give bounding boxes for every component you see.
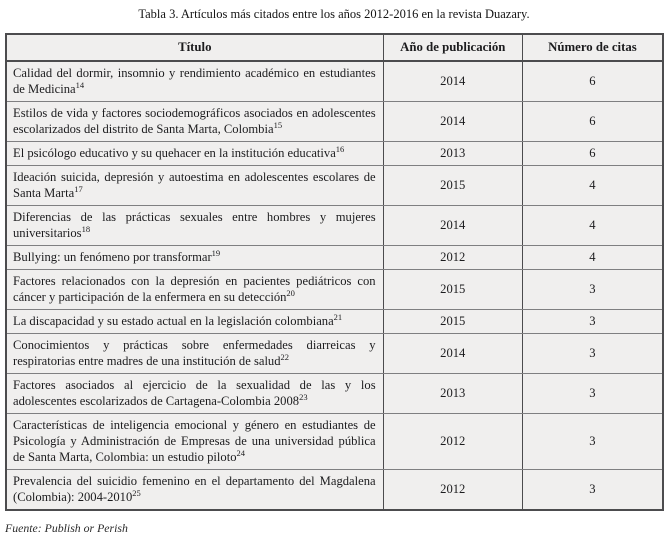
table-caption: Tabla 3. Artículos más citados entre los…: [138, 7, 530, 21]
table-row: Bullying: un fenómeno por transformar19 2…: [5, 245, 664, 270]
publication-year: 2015: [382, 165, 523, 206]
table-header-row: Título Año de publicación Número de cita…: [5, 34, 664, 62]
article-title: Prevalencia del suicidio femenino en el …: [5, 469, 384, 511]
article-title: Calidad del dormir, insomnio y rendimien…: [5, 60, 384, 102]
article-title: La discapacidad y su estado actual en la…: [5, 309, 384, 334]
citation-count: 3: [521, 333, 664, 374]
reference-superscript: 24: [236, 447, 246, 458]
reference-superscript: 15: [273, 119, 283, 130]
article-title: Estilos de vida y factores sociodemográf…: [5, 101, 384, 142]
reference-superscript: 20: [286, 287, 295, 298]
citation-count: 3: [521, 373, 664, 414]
article-title: Diferencias de las prácticas sexuales en…: [5, 205, 384, 246]
table-row: El psicólogo educativo y su quehacer en …: [5, 141, 664, 166]
article-title: Ideación suicida, depresión y autoestima…: [5, 165, 384, 206]
publication-year: 2012: [382, 413, 523, 470]
reference-superscript: 19: [211, 247, 221, 258]
citation-count: 4: [521, 205, 664, 246]
citation-count: 3: [521, 413, 664, 470]
citation-count: 4: [521, 165, 664, 206]
reference-superscript: 17: [74, 183, 83, 194]
table-row: Ideación suicida, depresión y autoestima…: [5, 165, 664, 206]
table-row: Factores relacionados con la depresión e…: [5, 269, 664, 310]
column-header-citations: Número de citas: [521, 34, 664, 62]
publication-year: 2015: [382, 309, 523, 334]
publication-year: 2014: [382, 333, 523, 374]
table-row: Características de inteligencia emociona…: [5, 413, 664, 470]
reference-superscript: 18: [81, 223, 91, 234]
citation-count: 3: [521, 269, 664, 310]
article-title: El psicólogo educativo y su quehacer en …: [5, 141, 384, 166]
publication-year: 2014: [382, 60, 523, 102]
citation-count: 6: [521, 141, 664, 166]
article-title: Bullying: un fenómeno por transformar19: [5, 245, 384, 270]
publication-year: 2014: [382, 205, 523, 246]
citation-count: 6: [521, 101, 664, 142]
table-row: Estilos de vida y factores sociodemográf…: [5, 101, 664, 142]
publication-year: 2015: [382, 269, 523, 310]
table-row: La discapacidad y su estado actual en la…: [5, 309, 664, 334]
publication-year: 2012: [382, 469, 523, 511]
citation-count: 3: [521, 469, 664, 511]
publication-year: 2012: [382, 245, 523, 270]
table-row: Calidad del dormir, insomnio y rendimien…: [5, 60, 664, 102]
citation-count: 3: [521, 309, 664, 334]
reference-superscript: 16: [335, 143, 345, 154]
article-title: Características de inteligencia emociona…: [5, 413, 384, 470]
reference-superscript: 21: [333, 311, 343, 322]
reference-superscript: 25: [132, 487, 141, 498]
table-body: Calidad del dormir, insomnio y rendimien…: [5, 60, 664, 511]
column-header-year: Año de publicación: [382, 34, 523, 62]
citation-count: 6: [521, 60, 664, 102]
publication-year: 2014: [382, 101, 523, 142]
cited-articles-table: Título Año de publicación Número de cita…: [5, 33, 664, 511]
source-note: Fuente: Publish or Perish: [5, 521, 128, 535]
table-row: Prevalencia del suicidio femenino en el …: [5, 469, 664, 511]
reference-superscript: 22: [280, 351, 290, 362]
publication-year: 2013: [382, 141, 523, 166]
publication-year: 2013: [382, 373, 523, 414]
article-title: Factores relacionados con la depresión e…: [5, 269, 384, 310]
citation-count: 4: [521, 245, 664, 270]
reference-superscript: 23: [299, 391, 308, 402]
column-header-title: Título: [5, 34, 384, 62]
article-title: Conocimientos y prácticas sobre enfermed…: [5, 333, 384, 374]
table-row: Factores asociados al ejercicio de la se…: [5, 373, 664, 414]
reference-superscript: 14: [75, 79, 85, 90]
table-row: Diferencias de las prácticas sexuales en…: [5, 205, 664, 246]
table-row: Conocimientos y prácticas sobre enfermed…: [5, 333, 664, 374]
page: Tabla 3. Artículos más citados entre los…: [0, 7, 668, 535]
article-title: Factores asociados al ejercicio de la se…: [5, 373, 384, 414]
